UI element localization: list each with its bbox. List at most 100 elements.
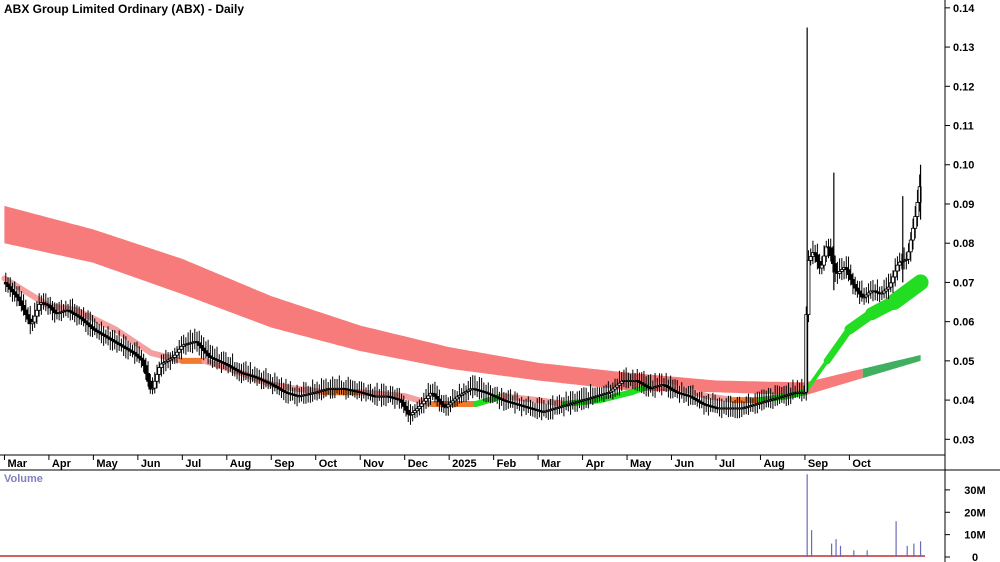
price-bar-body	[455, 396, 460, 400]
price-bar-body	[873, 290, 878, 293]
price-bar-body	[697, 400, 702, 403]
x-tick-label: Apr	[52, 458, 72, 470]
price-bar-body	[450, 400, 455, 404]
short-ribbon-segment	[45, 302, 79, 313]
price-bars	[3, 27, 922, 425]
price-bar-body	[917, 186, 922, 203]
price-bar-body	[897, 261, 902, 266]
price-bar-body	[157, 367, 162, 375]
price-bar-body	[270, 383, 275, 386]
price-bar-body	[77, 315, 82, 318]
x-axis-ticks: Mar Apr May Jun Jul Aug Sep Oct Nov Dec 2025 Feb Mar…	[3, 455, 871, 470]
price-bar-body	[461, 392, 466, 395]
price-bar-body	[235, 369, 239, 372]
price-bar-body	[688, 395, 693, 398]
price-bar-body	[911, 227, 915, 241]
chart-title: ABX Group Limited Ordinary (ABX) - Daily	[4, 2, 244, 16]
long-ribbon-down-segment	[4, 205, 863, 396]
price-bar-body	[802, 391, 806, 394]
price-bar-body	[884, 288, 889, 292]
price-bar-body	[813, 252, 818, 256]
price-bar-body	[150, 387, 155, 390]
price-bar-body	[666, 386, 671, 389]
price-bar-body	[3, 282, 8, 285]
price-bar-body	[617, 382, 622, 386]
price-bar-body	[702, 403, 706, 405]
price-bar-body	[495, 396, 500, 399]
price-bar-body	[70, 311, 75, 314]
volume-tick-label: 0	[972, 552, 978, 562]
price-bar-body	[673, 390, 677, 393]
price-bar-body	[117, 342, 122, 346]
price-bar-body	[424, 398, 428, 402]
price-bar-body	[208, 355, 213, 358]
price-bar-body	[893, 270, 898, 278]
short-ribbon-segment	[677, 385, 711, 400]
price-bar-body	[417, 405, 422, 410]
price-bar-body	[219, 361, 224, 363]
price-bar-body	[875, 291, 880, 294]
y-tick-label: 0.07	[953, 277, 974, 289]
x-tick-label: Oct	[319, 458, 338, 470]
y-tick-label: 0.04	[953, 395, 975, 407]
price-bar-body	[613, 386, 617, 390]
y-tick-label: 0.05	[953, 356, 974, 368]
price-bar-body	[642, 383, 646, 386]
price-bar-body	[237, 370, 242, 373]
price-bar-body	[210, 357, 215, 359]
price-bar-body	[610, 388, 615, 392]
price-bar-body	[201, 347, 206, 352]
price-bar-body	[839, 269, 844, 272]
price-bar-body	[664, 384, 669, 387]
price-bar-body	[199, 345, 204, 349]
price-bar-body	[444, 406, 448, 409]
price-bar-body	[101, 333, 106, 336]
price-bar-body	[99, 332, 104, 335]
price-bar-body	[904, 258, 909, 261]
y-tick-label: 0.13	[953, 42, 974, 54]
price-bar-body	[637, 380, 642, 383]
price-bar-body	[19, 300, 24, 306]
price-bar-body	[172, 354, 177, 358]
price-bar-body	[864, 294, 869, 298]
price-bar-body	[204, 350, 208, 354]
price-bar-body	[257, 377, 262, 380]
price-bar-body	[126, 348, 130, 351]
price-bar-body	[639, 382, 644, 385]
price-bar-body	[644, 384, 649, 387]
price-bar-body	[226, 363, 231, 366]
price-bar-body	[435, 396, 440, 400]
volume-title: Volume	[4, 473, 43, 485]
price-bar-body	[437, 398, 442, 403]
price-bar-body	[161, 362, 166, 365]
x-tick-label: Apr	[586, 458, 606, 470]
short-ribbon-segment	[112, 326, 155, 357]
price-bar-body	[123, 346, 128, 349]
price-bar-body	[413, 410, 417, 414]
price-bar-body	[12, 291, 17, 295]
price-bar-body	[804, 314, 809, 393]
price-bar-body	[88, 324, 93, 328]
price-bar-body	[97, 331, 102, 334]
x-tick-label: Mar	[7, 458, 27, 470]
price-bar-body	[675, 391, 680, 394]
price-bar-body	[886, 286, 891, 290]
price-bar-body	[23, 309, 28, 315]
price-bar-body	[831, 255, 835, 264]
price-bar-body	[255, 376, 259, 379]
price-bar-body	[86, 322, 90, 326]
short-ribbon-segment	[704, 393, 737, 404]
price-bar-body	[464, 391, 468, 394]
price-bar-body	[857, 290, 862, 295]
y-axis-ticks: 0.03 0.04 0.05 0.06 0.07 0.08 0.09 0.10 0.11 0.12…	[945, 3, 975, 446]
price-bar-body	[141, 359, 146, 366]
price-bar-body	[206, 352, 211, 357]
short-ribbon-segment	[823, 325, 853, 365]
price-bar-body	[670, 388, 675, 391]
price-bar-body	[130, 350, 135, 353]
price-bar-body	[155, 373, 159, 382]
price-bar-body	[275, 386, 279, 389]
price-bar-body	[170, 357, 175, 360]
price-bar-body	[819, 264, 824, 269]
